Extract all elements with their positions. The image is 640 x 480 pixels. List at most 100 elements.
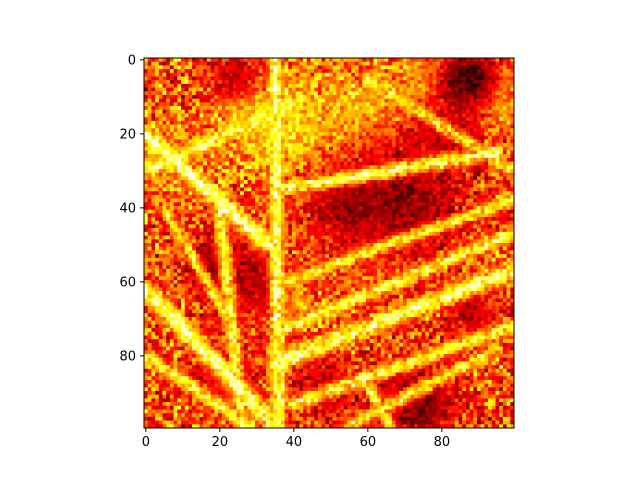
heatmap-cell <box>232 146 237 151</box>
heatmap-cell <box>251 202 256 207</box>
heatmap-cell <box>436 83 441 88</box>
heatmap-cell <box>454 139 459 144</box>
heatmap-cell <box>443 154 448 159</box>
heatmap-cell <box>321 65 326 70</box>
heatmap-cell <box>366 72 371 77</box>
heatmap-cell <box>354 58 359 63</box>
heatmap-cell <box>399 150 404 155</box>
heatmap-cell <box>362 202 367 207</box>
heatmap-cell <box>321 194 326 199</box>
heatmap-cell <box>195 198 200 203</box>
heatmap-cell <box>351 172 356 177</box>
heatmap-cell <box>343 76 348 81</box>
heatmap-cell <box>236 124 241 129</box>
heatmap-cell <box>251 157 256 162</box>
heatmap-cell <box>203 106 208 111</box>
heatmap-cell <box>354 231 359 236</box>
heatmap-cell <box>243 239 248 244</box>
heatmap-cell <box>169 72 174 77</box>
heatmap-cell <box>436 117 441 122</box>
heatmap-cell <box>332 191 337 196</box>
heatmap-cell <box>347 161 352 166</box>
heatmap-cell <box>147 65 152 70</box>
heatmap-cell <box>502 172 507 177</box>
heatmap-cell <box>373 228 378 233</box>
heatmap-cell <box>510 80 515 85</box>
heatmap-cell <box>354 213 359 218</box>
heatmap-cell <box>465 139 470 144</box>
heatmap-cell <box>199 220 204 225</box>
heatmap-cell <box>158 183 163 188</box>
heatmap-cell <box>495 132 500 137</box>
heatmap-cell <box>506 217 511 222</box>
heatmap-cell <box>454 165 459 170</box>
heatmap-cell <box>262 117 267 122</box>
heatmap-cell <box>417 183 422 188</box>
heatmap-cell <box>354 98 359 103</box>
heatmap-cell <box>255 120 260 125</box>
heatmap-cell <box>310 235 315 240</box>
heatmap-cell <box>229 91 234 96</box>
heatmap-cell <box>447 109 452 114</box>
heatmap-cell <box>188 87 193 92</box>
heatmap-cell <box>447 120 452 125</box>
heatmap-cell <box>188 76 193 81</box>
heatmap-cell <box>343 169 348 174</box>
heatmap-cell <box>454 91 459 96</box>
heatmap-cell <box>147 172 152 177</box>
heatmap-cell <box>206 95 211 100</box>
heatmap-cell <box>295 58 300 63</box>
heatmap-cell <box>428 187 433 192</box>
heatmap-cell <box>484 139 489 144</box>
heatmap-cell <box>417 206 422 211</box>
heatmap-cell <box>462 239 467 244</box>
heatmap-cell <box>488 209 493 214</box>
heatmap-cell <box>203 102 208 107</box>
heatmap-cell <box>462 128 467 133</box>
heatmap-cell <box>284 187 289 192</box>
heatmap-cell <box>210 150 215 155</box>
heatmap-cell <box>440 120 445 125</box>
heatmap-cell <box>277 65 282 70</box>
heatmap-cell <box>173 120 178 125</box>
heatmap-cell <box>155 113 160 118</box>
heatmap-cell <box>495 95 500 100</box>
heatmap-cell <box>177 169 182 174</box>
heatmap-cell <box>384 161 389 166</box>
heatmap-cell <box>221 209 226 214</box>
heatmap-cell <box>451 135 456 140</box>
heatmap-cell <box>321 228 326 233</box>
heatmap-cell <box>206 83 211 88</box>
heatmap-cell <box>491 113 496 118</box>
heatmap-cell <box>362 220 367 225</box>
heatmap-cell <box>495 198 500 203</box>
heatmap-cell <box>366 132 371 137</box>
heatmap-cell <box>232 157 237 162</box>
heatmap-cell <box>292 83 297 88</box>
heatmap-cell <box>173 154 178 159</box>
heatmap-cell <box>484 150 489 155</box>
heatmap-cell <box>203 231 208 236</box>
heatmap-cell <box>406 95 411 100</box>
heatmap-cell <box>447 80 452 85</box>
heatmap-cell <box>462 161 467 166</box>
heatmap-cell <box>343 191 348 196</box>
heatmap-cell <box>502 206 507 211</box>
heatmap-cell <box>362 176 367 181</box>
heatmap-cell <box>277 172 282 177</box>
heatmap-cell <box>443 150 448 155</box>
heatmap-cell <box>480 224 485 229</box>
heatmap-cell <box>280 183 285 188</box>
heatmap-cell <box>332 117 337 122</box>
heatmap-cell <box>388 217 393 222</box>
heatmap-cell <box>362 139 367 144</box>
heatmap-cell <box>292 102 297 107</box>
heatmap-cell <box>266 58 271 63</box>
heatmap-cell <box>266 72 271 77</box>
heatmap-cell <box>473 217 478 222</box>
heatmap-cell <box>195 135 200 140</box>
heatmap-cell <box>458 72 463 77</box>
heatmap-cell <box>354 239 359 244</box>
heatmap-cell <box>454 217 459 222</box>
heatmap-cell <box>232 183 237 188</box>
